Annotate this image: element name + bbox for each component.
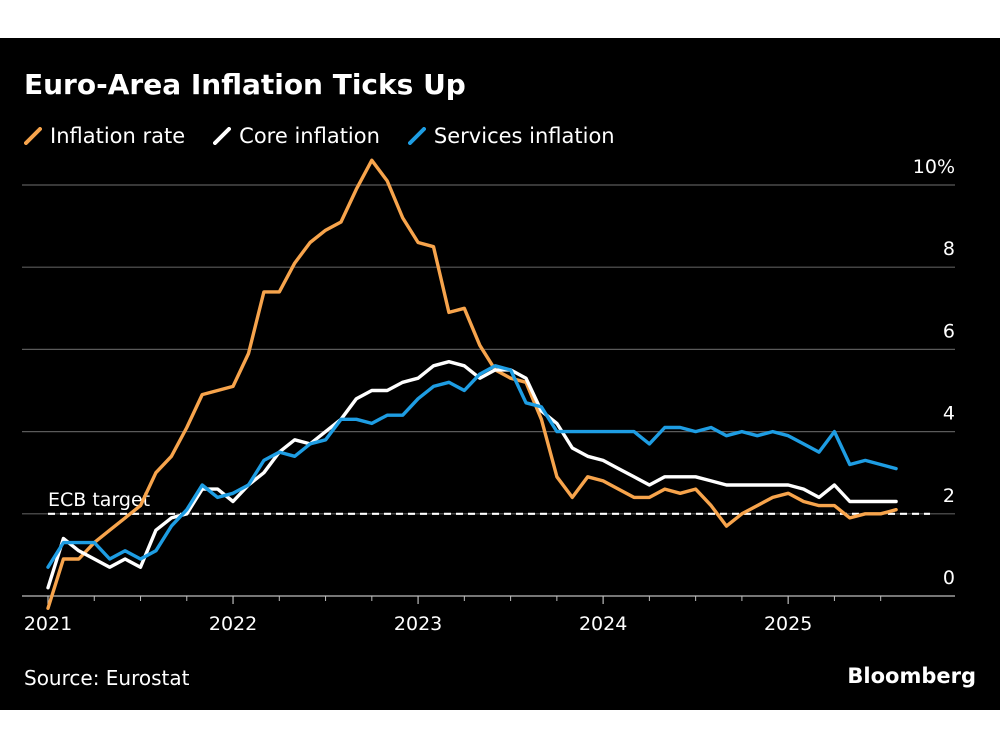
x-tick-label: 2024 <box>579 613 627 635</box>
legend-item-inflation-rate: Inflation rate <box>24 124 185 148</box>
y-tick-label: 2 <box>943 485 955 507</box>
y-tick-label: 10% <box>913 156 955 178</box>
y-tick-label: 6 <box>943 320 955 342</box>
legend-label: Services inflation <box>433 124 615 148</box>
series-line-core-inflation <box>46 360 898 590</box>
legend-label: Inflation rate <box>50 124 186 148</box>
legend-item-services-inflation: Services inflation <box>407 124 615 148</box>
y-tick-label: 4 <box>943 403 955 425</box>
x-tick-label: 2021 <box>24 613 72 635</box>
legend-swatch-icon <box>407 127 426 145</box>
legend-item-core-inflation: Core inflation <box>213 124 380 148</box>
line-chart: 0 2 4 6 8 10% 2021 2022 2023 2024 2025 ECB target <box>22 156 955 635</box>
x-tick-label: 2025 <box>764 613 812 635</box>
ecb-target-label: ECB target <box>48 489 150 511</box>
legend-swatch-icon <box>24 127 42 145</box>
series-line-services-inflation <box>46 364 898 569</box>
chart-legend: Inflation rate Core inflation Services i… <box>24 124 615 148</box>
x-tick-label: 2022 <box>209 613 257 635</box>
chart-panel: Euro-Area Inflation Ticks Up Inflation r… <box>0 38 1000 710</box>
series-line-inflation-rate <box>46 158 898 610</box>
y-tick-label: 0 <box>943 567 955 589</box>
brand-logo: Bloomberg <box>847 664 976 688</box>
source-note: Source: Eurostat <box>24 666 190 690</box>
x-tick-label: 2023 <box>394 613 442 635</box>
chart-title: Euro-Area Inflation Ticks Up <box>24 68 466 101</box>
legend-label: Core inflation <box>239 124 380 148</box>
y-tick-label: 8 <box>943 238 955 260</box>
legend-swatch-icon <box>213 127 232 145</box>
